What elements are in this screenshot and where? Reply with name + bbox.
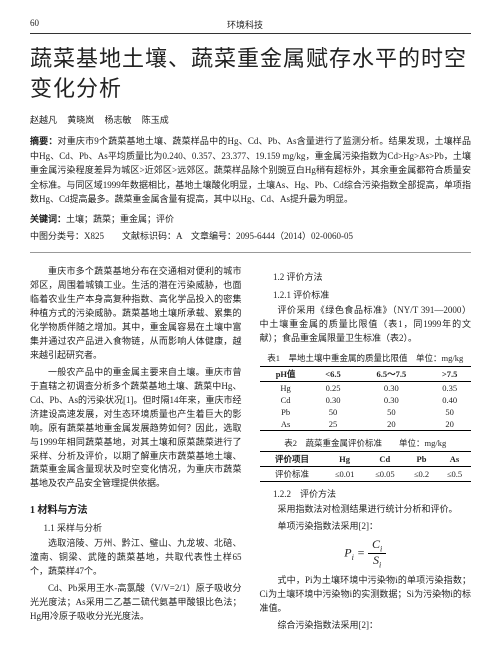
abstract: 摘要：对重庆市9个蔬菜基地土壤、蔬菜样品中的Hg、Cd、Pb、As含量进行了监测…: [30, 134, 471, 206]
td: ≤0.05: [365, 467, 405, 482]
td: 评价标准: [260, 467, 325, 482]
td: ≤0.01: [324, 467, 364, 482]
abstract-label: 摘要：: [30, 136, 58, 146]
th: Hg: [324, 452, 364, 467]
td: Cd: [260, 394, 312, 406]
subsubsection-heading: 1.2.2 评价方法: [260, 487, 472, 500]
td: 0.40: [428, 394, 471, 406]
td: 20: [428, 418, 471, 431]
subsubsection-heading: 1.2.1 评价标准: [260, 288, 472, 301]
subsection-heading: 1.2 评价方法: [260, 270, 472, 283]
table-veg-limits: 评价项目 Hg Cd Pb As 评价标准≤0.01≤0.05≤0.2≤0.5: [260, 451, 472, 482]
authors: 赵越凡 黄晓岚 杨志敏 陈玉成: [30, 113, 471, 126]
td: 0.25: [312, 382, 355, 395]
paper-title: 蔬菜基地土壤、蔬菜重金属赋存水平的时空变化分析: [30, 44, 471, 103]
th: pH值: [260, 367, 312, 382]
table-soil-limits: pH值 <6.5 6.5～7.5 >7.5 Hg0.250.300.35 Cd0…: [260, 366, 472, 431]
th: 评价项目: [260, 452, 325, 467]
td: ≤0.5: [438, 467, 471, 482]
formula-pi: Pi = CiSi: [260, 538, 472, 570]
td: As: [260, 418, 312, 431]
subsection-heading: 1.1 采样与分析: [30, 521, 242, 534]
body-para: 选取涪陵、万州、黔江、璧山、九龙坡、北碚、潼南、铜梁、武隆的蔬菜基地，共取代表性…: [30, 537, 242, 579]
th: 6.5～7.5: [354, 367, 428, 382]
keywords-label: 关键词：: [30, 214, 66, 224]
right-column: 1.2 评价方法 1.2.1 评价标准 评价采用《绿色食品标准》（NY/T 39…: [260, 265, 472, 635]
th: >7.5: [428, 367, 471, 382]
td: 50: [428, 406, 471, 418]
intro-para: 一般农产品中的重金属主要来自土壤。重庆市曾于直辖之初调查分析多个蔬菜基地土壤、蔬…: [30, 366, 242, 491]
body-para: 式中，Pi为土壤环境中污染物i的单项污染指数；Ci为土壤环境中污染物i的实测数据…: [260, 574, 472, 616]
th: As: [438, 452, 471, 467]
classification-line: 中图分类号：X825 文献标识码：A 文章编号：2095-6444（2014）0…: [30, 229, 471, 242]
td: 0.35: [428, 382, 471, 395]
td: 25: [312, 418, 355, 431]
body-para: 采用指数法对检测结果进行统计分析和评价。: [260, 503, 472, 517]
td: 50: [354, 406, 428, 418]
td: ≤0.2: [405, 467, 438, 482]
td: 50: [312, 406, 355, 418]
keywords: 关键词：土壤；蔬菜；重金属；评价: [30, 212, 471, 225]
section-heading: 1 材料与方法: [30, 501, 242, 516]
author: 陈玉成: [142, 115, 169, 125]
th: Cd: [365, 452, 405, 467]
body-para: 评价采用《绿色食品标准》（NY/T 391—2000）中土壤重金属的质量比限值（…: [260, 304, 472, 346]
keywords-text: 土壤；蔬菜；重金属；评价: [66, 214, 174, 224]
header-section: 环境科技: [227, 18, 263, 31]
td: 0.30: [354, 394, 428, 406]
table-caption: 表2 蔬菜重金属评价标准 单位：mg/kg: [260, 437, 472, 449]
td: 0.30: [312, 394, 355, 406]
td: Pb: [260, 406, 312, 418]
td: 20: [354, 418, 428, 431]
body-para: 综合污染指数法采用[2]：: [260, 619, 472, 633]
author: 黄晓岚: [67, 115, 94, 125]
td: Hg: [260, 382, 312, 395]
header-rule: [30, 33, 471, 34]
left-column: 重庆市多个蔬菜基地分布在交通相对便利的城市郊区，周围着城镇工业。生活的潜在污染威…: [30, 265, 242, 635]
separator-rule: [30, 252, 471, 253]
body-para: Cd、Pb采用王水-高氯酸（V/V=2/1）原子吸收分光光度法；As采用二乙基二…: [30, 582, 242, 624]
th: Pb: [405, 452, 438, 467]
author: 赵越凡: [30, 115, 57, 125]
table-caption: 表1 旱地土壤中重金属的质量比限值 单位：mg/kg: [260, 352, 472, 364]
th: <6.5: [312, 367, 355, 382]
page-number: 60: [30, 18, 39, 31]
body-para: 单项污染指数法采用[2]：: [260, 520, 472, 534]
td: 0.30: [354, 382, 428, 395]
author: 杨志敏: [105, 115, 132, 125]
intro-para: 重庆市多个蔬菜基地分布在交通相对便利的城市郊区，周围着城镇工业。生活的潜在污染威…: [30, 265, 242, 363]
abstract-text: 对重庆市9个蔬菜基地土壤、蔬菜样品中的Hg、Cd、Pb、As含量进行了监测分析。…: [30, 136, 471, 204]
